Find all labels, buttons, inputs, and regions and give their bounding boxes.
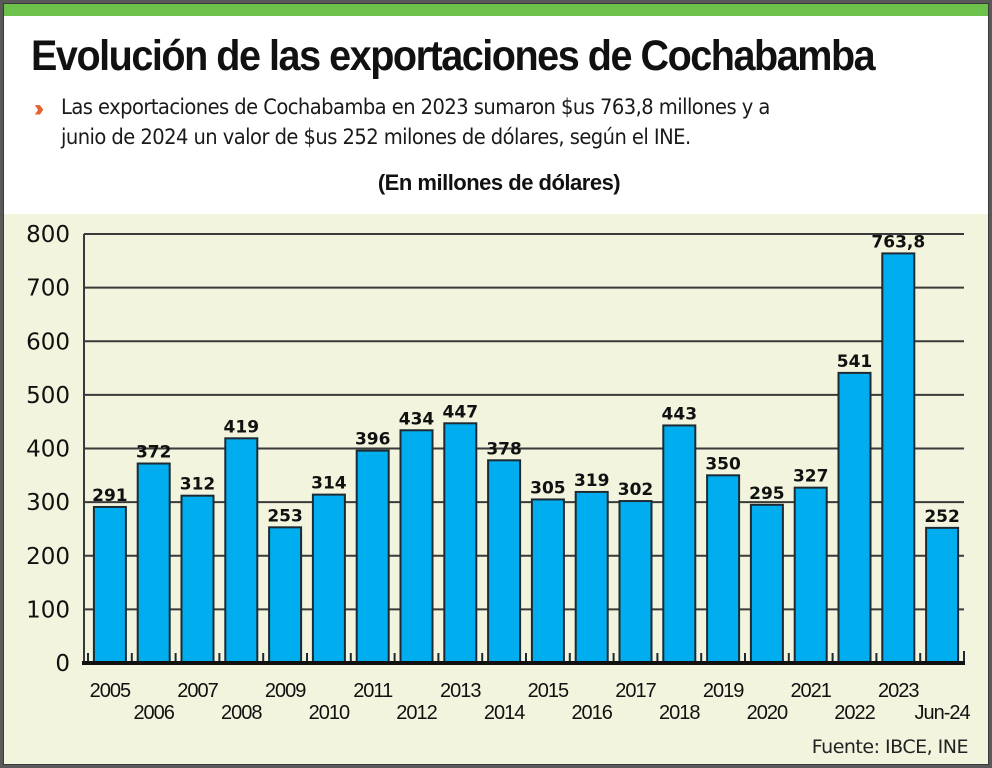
bar-2022: [837, 371, 872, 664]
y-tick-label: 500: [26, 383, 70, 409]
infographic-frame: Evolución de las exportaciones de Cochab…: [3, 3, 989, 765]
x-tick-label: 2019: [703, 680, 744, 702]
subtitle-line-2: junio de 2024 un valor de $us 252 milone…: [61, 125, 691, 149]
bar-Jun-24: [925, 526, 960, 664]
double-chevron-right-icon: ››: [34, 95, 44, 122]
x-tick-label: 2014: [484, 702, 525, 724]
bar-2010: [311, 493, 346, 664]
y-tick-label: 600: [26, 329, 70, 355]
data-label: 319: [574, 471, 610, 491]
y-tick-label: 300: [26, 490, 70, 516]
y-tick-label: 0: [55, 651, 70, 677]
data-label: 252: [924, 507, 960, 527]
source-label: Fuente: IBCE, INE: [811, 736, 969, 758]
header-accent-bar: [4, 4, 988, 16]
x-tick-label: 2020: [747, 702, 788, 724]
data-label: 372: [136, 443, 172, 463]
bar-2015: [530, 498, 565, 664]
units-label: (En millones de dólares): [377, 170, 621, 195]
x-tick-label: 2013: [440, 680, 481, 702]
data-label: 312: [180, 475, 216, 495]
data-label: 350: [705, 454, 741, 474]
data-label: 396: [355, 430, 391, 450]
y-tick-label: 100: [26, 597, 70, 623]
bar-2008: [224, 437, 259, 664]
x-tick-label: Jun-24: [915, 702, 971, 724]
x-tick-label: 2005: [90, 680, 131, 702]
data-label: 443: [662, 404, 698, 424]
data-label: 434: [399, 409, 435, 429]
data-label: 327: [793, 467, 829, 487]
x-tick-label: 2022: [834, 702, 875, 724]
data-label: 305: [530, 478, 566, 498]
bar-2007: [180, 494, 215, 664]
data-label: 541: [837, 352, 873, 372]
bar-2011: [355, 449, 390, 664]
bar-2017: [618, 500, 653, 664]
x-tick-label: 2018: [659, 702, 700, 724]
data-label: 302: [618, 480, 654, 500]
bar-2016: [574, 490, 609, 664]
x-tick-label: 2011: [353, 680, 393, 702]
data-label: 419: [224, 417, 260, 437]
data-label: 295: [749, 484, 785, 504]
bar-2009: [268, 526, 303, 664]
x-tick-label: 2023: [878, 680, 919, 702]
bar-2006: [136, 462, 171, 664]
y-tick-label: 200: [26, 544, 70, 570]
y-tick-label: 700: [26, 276, 70, 302]
bar-2018: [662, 424, 697, 664]
bar-2019: [706, 474, 741, 664]
x-tick-label: 2015: [528, 680, 569, 702]
data-label: 447: [443, 402, 479, 422]
bar-chart: 0 100 200 300 400 500 600 700 800 291 2005 372 2006 3…: [26, 222, 971, 724]
x-tick-label: 2007: [177, 680, 218, 702]
bar-2005: [92, 505, 127, 665]
y-tick-label: 400: [26, 437, 70, 463]
subtitle-line-1: Las exportaciones de Cochabamba en 2023 …: [61, 95, 770, 119]
x-tick-label: 2012: [396, 702, 437, 724]
bar-2021: [793, 486, 828, 664]
data-label: 291: [92, 486, 128, 506]
bar-2014: [487, 459, 522, 664]
x-tick-label: 2010: [309, 702, 350, 724]
data-label: 314: [311, 474, 347, 494]
chart-title: Evolución de las exportaciones de Cochab…: [31, 32, 876, 80]
data-label: 378: [486, 439, 522, 459]
bar-2023: [881, 252, 916, 664]
x-tick-label: 2016: [571, 702, 612, 724]
data-label: 763,8: [871, 232, 925, 252]
plot-area: 0 100 200 300 400 500 600 700 800 291 2005 372 2006 3…: [4, 214, 988, 764]
bar-2013: [443, 422, 478, 664]
x-tick-label: 2006: [133, 702, 174, 724]
y-tick-label: 800: [26, 222, 70, 248]
data-label: 253: [267, 506, 303, 526]
x-tick-label: 2009: [265, 680, 306, 702]
bar-2020: [749, 503, 784, 664]
bar-2012: [399, 429, 434, 664]
chart-subtitle: Las exportaciones de Cochabamba en 2023 …: [61, 92, 898, 152]
x-tick-label: 2017: [615, 680, 656, 702]
x-tick-label: 2021: [790, 680, 831, 702]
x-tick-label: 2008: [221, 702, 262, 724]
